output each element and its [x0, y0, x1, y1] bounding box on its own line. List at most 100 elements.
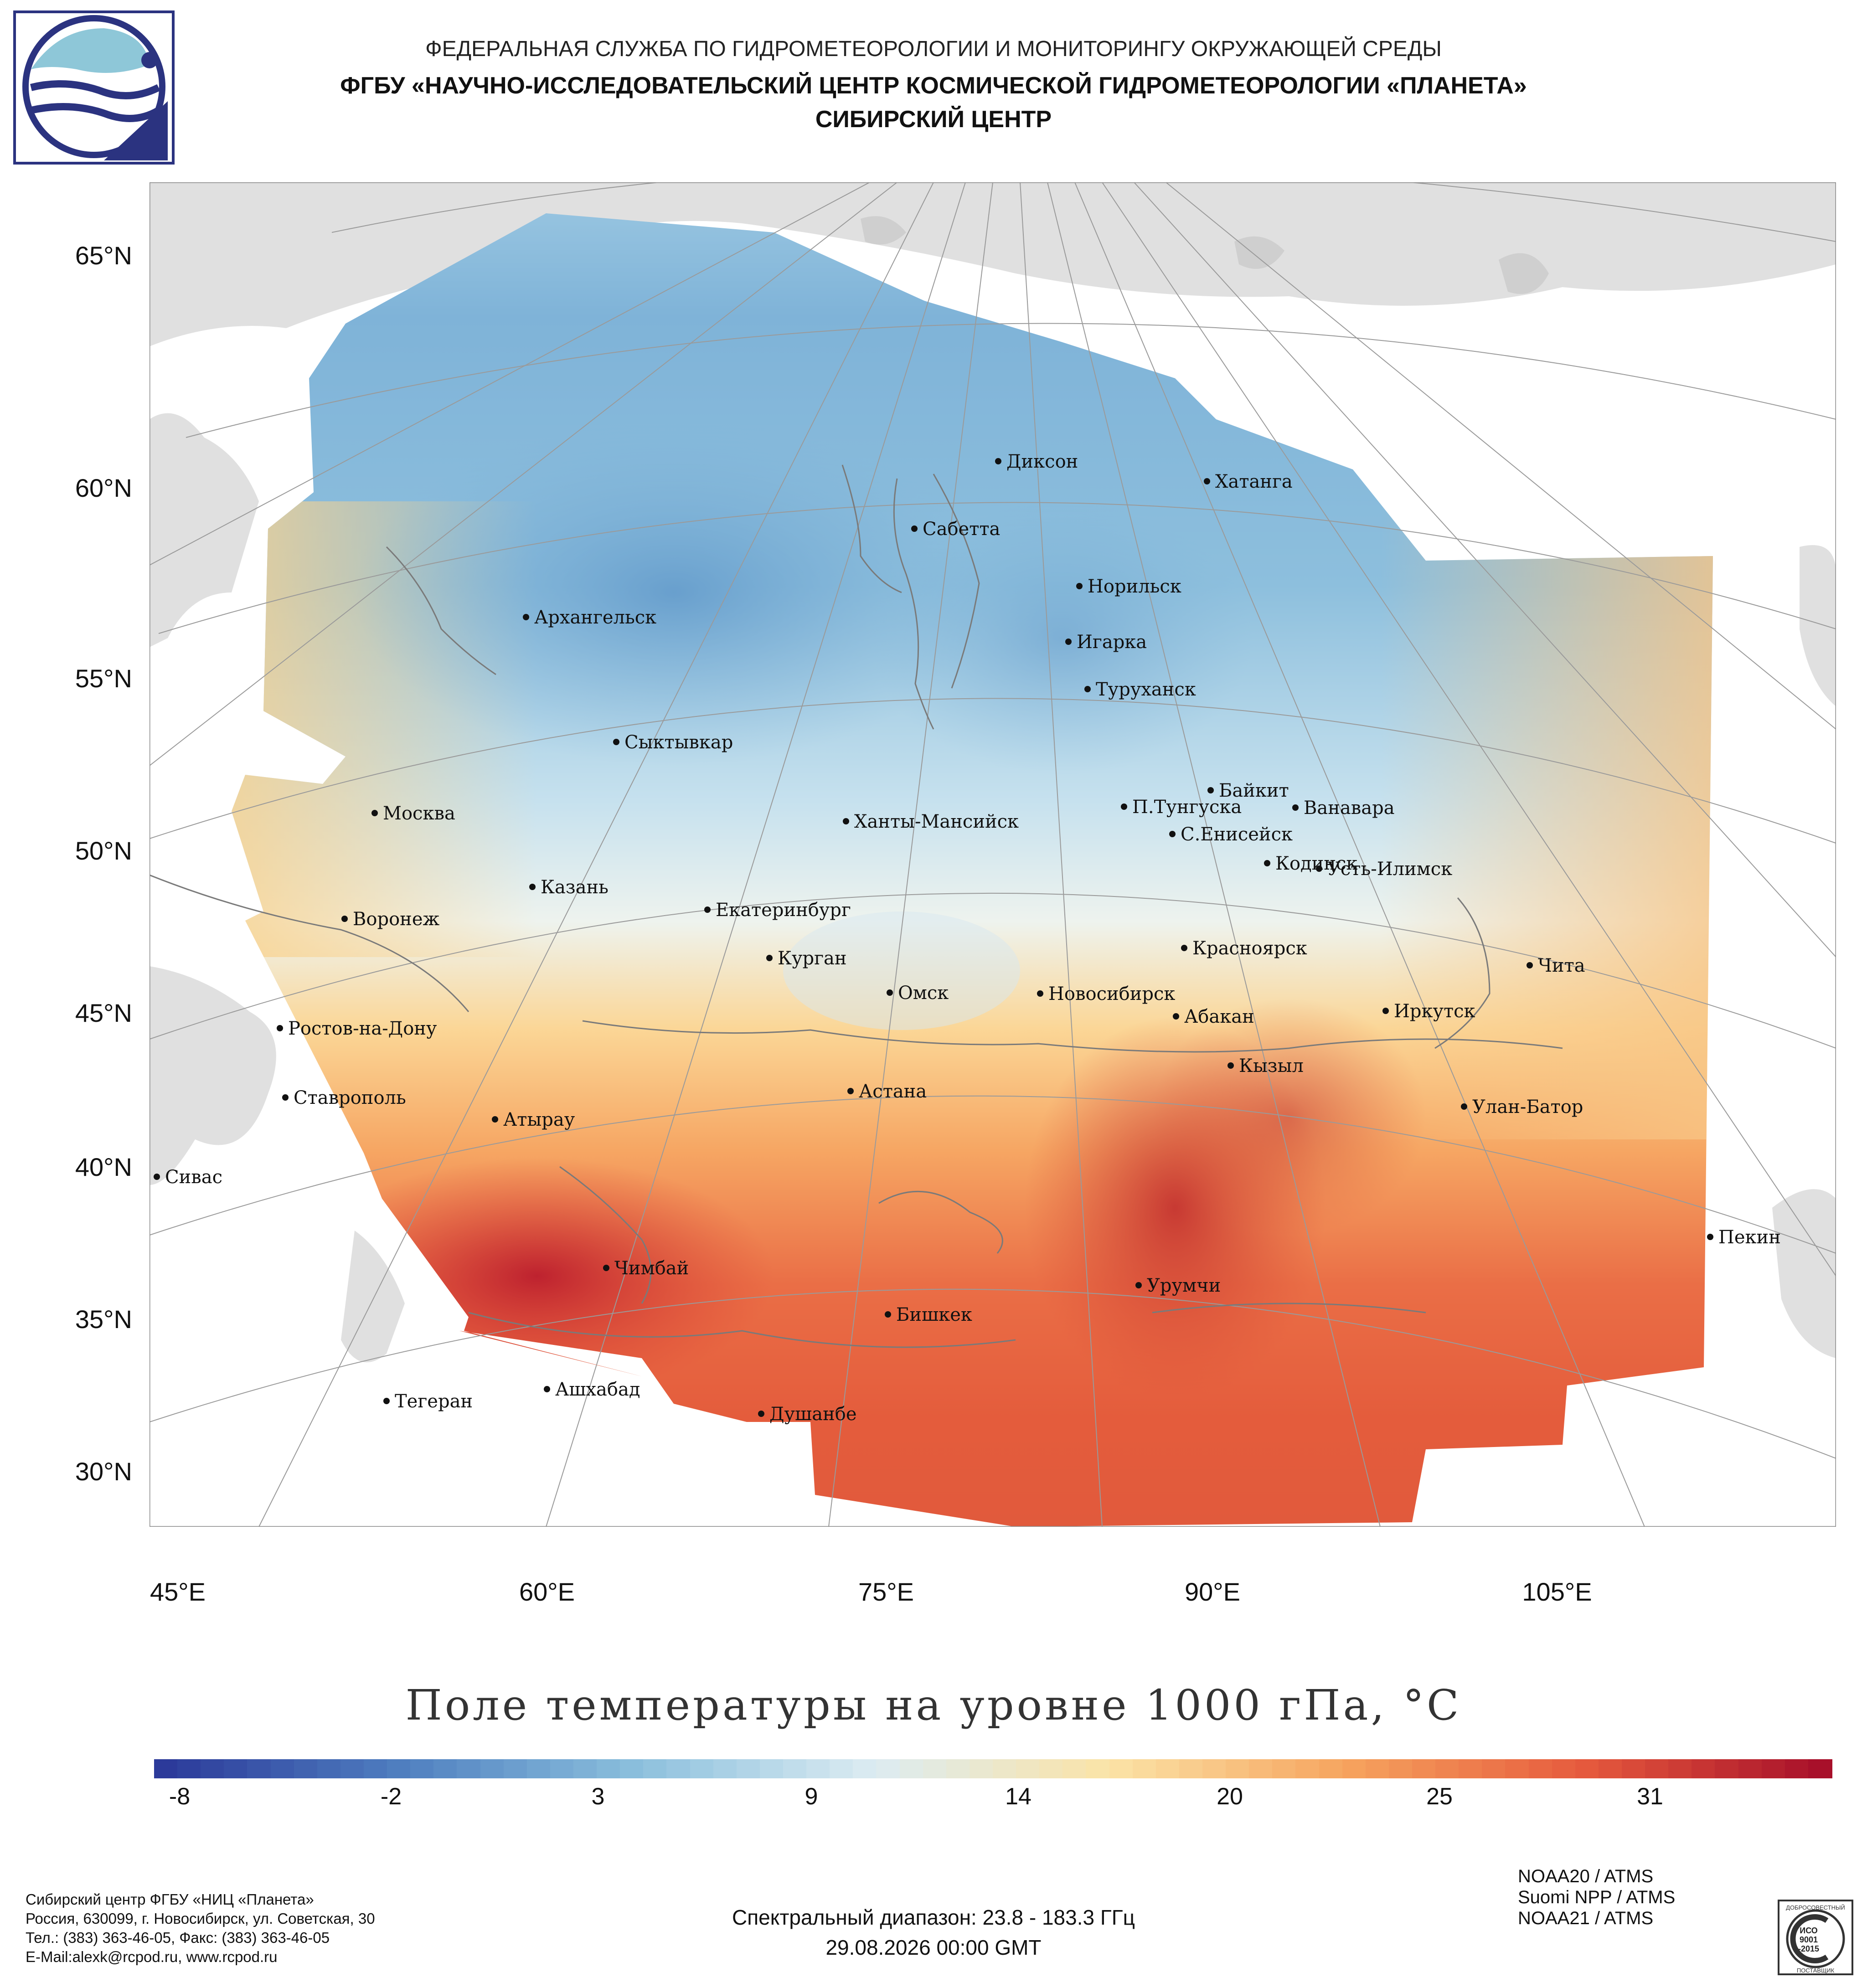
city-label: Новосибирск: [1048, 984, 1175, 1004]
colorbar-segment: [1598, 1759, 1623, 1778]
lon-label: 75°E: [858, 1577, 914, 1606]
city-label: П.Тунгуска: [1132, 797, 1242, 818]
colorbar-segment: [1179, 1759, 1203, 1778]
city-label: Астана: [859, 1081, 927, 1102]
city-marker: Курган: [766, 948, 847, 969]
colorbar-segment: [480, 1759, 505, 1778]
city-dot: [1121, 803, 1127, 810]
city-label: Ханты-Мансийск: [854, 811, 1019, 832]
city-dot: [843, 818, 849, 824]
city-marker: Сыктывкар: [613, 732, 733, 753]
colorbar-segment: [1738, 1759, 1763, 1778]
city-marker: Кызыл: [1227, 1056, 1304, 1076]
city-label: Курган: [778, 948, 847, 969]
colorbar-segment: [1365, 1759, 1390, 1778]
colorbar-segment: [364, 1759, 388, 1778]
colorbar-segment: [317, 1759, 341, 1778]
city-dot: [1382, 1008, 1389, 1014]
city-dot: [613, 739, 619, 745]
city-marker: Екатеринбург: [704, 900, 851, 921]
colorbar-segment: [201, 1759, 225, 1778]
colorbar-segment: [294, 1759, 318, 1778]
city-label: Сыктывкар: [624, 732, 733, 753]
footer-email: E-Mail:alexk@rcpod.ru, www.rcpod.ru: [26, 1948, 278, 1965]
colorbar-segment: [1249, 1759, 1274, 1778]
lat-label: 35°N: [75, 1305, 132, 1334]
city-marker: Новосибирск: [1037, 984, 1175, 1004]
colorbar-tick: 25: [1426, 1783, 1453, 1810]
city-dot: [1527, 962, 1533, 968]
city-markers: Диксон Хатанга Сабетта Норильск Архангельск И…: [154, 451, 1781, 1425]
sensor-list: NOAA20 / ATMS Suomi NPP / ATMS NOAA21 / …: [1518, 1866, 1675, 1929]
colorbar-segment: [526, 1759, 551, 1778]
city-label: Чита: [1538, 955, 1585, 976]
colorbar-segment: [224, 1759, 248, 1778]
city-label: Норильск: [1088, 576, 1181, 597]
iso-seal-text: ИСО: [1800, 1926, 1818, 1935]
city-dot: [154, 1174, 160, 1180]
sensor-item: NOAA21 / ATMS: [1518, 1908, 1654, 1928]
colorbar-segment: [1435, 1759, 1460, 1778]
city-marker: Пекин: [1707, 1227, 1781, 1248]
colorbar-segment: [876, 1759, 901, 1778]
colorbar-segment: [1505, 1759, 1530, 1778]
city-marker: Атырау: [492, 1109, 575, 1130]
colorbar-segment: [1692, 1759, 1716, 1778]
city-marker: Ставрополь: [282, 1087, 406, 1108]
colorbar-tick: 3: [591, 1783, 605, 1810]
iso-seal-text: 9001: [1800, 1935, 1818, 1944]
city-label: Атырау: [503, 1109, 575, 1130]
city-dot: [277, 1025, 283, 1031]
colorbar-segment: [1482, 1759, 1506, 1778]
colorbar-segment: [1761, 1759, 1786, 1778]
city-label: Ставрополь: [294, 1087, 406, 1108]
city-dot: [1173, 1013, 1179, 1020]
colorbar-segment: [1808, 1759, 1832, 1778]
city-label: Туруханск: [1096, 679, 1196, 700]
city-marker: Архангельск: [523, 607, 656, 628]
colorbar-tick: 20: [1217, 1783, 1243, 1810]
city-dot: [1181, 945, 1187, 951]
city-label: Бишкек: [896, 1304, 972, 1325]
city-dot: [544, 1386, 550, 1392]
colorbar-segment: [177, 1759, 202, 1778]
city-label: Улан-Батор: [1472, 1097, 1583, 1118]
colorbar-segment: [1132, 1759, 1157, 1778]
city-marker: Ашхабад: [544, 1379, 640, 1400]
city-marker: П.Тунгуска: [1121, 797, 1242, 818]
city-dot: [887, 989, 893, 996]
colorbar-segment: [759, 1759, 784, 1778]
city-label: Красноярск: [1192, 938, 1307, 959]
city-dot: [1227, 1062, 1234, 1069]
city-label: Кызыл: [1239, 1056, 1304, 1076]
colorbar-segment: [550, 1759, 574, 1778]
lat-label: 50°N: [75, 836, 132, 865]
city-label: Москва: [383, 803, 455, 824]
city-marker: Иркутск: [1382, 1001, 1475, 1022]
lon-label: 105°E: [1522, 1577, 1592, 1606]
footer-address: Россия, 630099, г. Новосибирск, ул. Сове…: [26, 1910, 375, 1927]
city-label: Ростов-на-Дону: [288, 1018, 437, 1039]
colorbar-segment: [1109, 1759, 1134, 1778]
lon-label: 60°E: [519, 1577, 575, 1606]
city-label: Ашхабад: [555, 1379, 640, 1400]
city-marker: Душанбе: [758, 1404, 857, 1425]
colorbar-segment: [1016, 1759, 1041, 1778]
lat-label: 30°N: [75, 1457, 132, 1486]
city-label: Усть-Илимск: [1327, 859, 1452, 880]
colorbar-segment: [1086, 1759, 1110, 1778]
iso-certificate-seal-icon: ДОБРОСОВЕСТНЫЙ ИСО 9001 -2015 ПОСТАВЩИК: [1778, 1900, 1853, 1975]
city-marker: Норильск: [1076, 576, 1181, 597]
city-marker: Байкит: [1207, 780, 1289, 801]
city-label: Душанбе: [769, 1404, 857, 1425]
colorbar-segment: [457, 1759, 481, 1778]
colorbar-segment: [923, 1759, 947, 1778]
colorbar-segment: [1412, 1759, 1436, 1778]
city-label: Хатанга: [1215, 471, 1293, 492]
colorbar-segment: [969, 1759, 994, 1778]
colorbar-segment: [503, 1759, 528, 1778]
city-marker: Тегеран: [383, 1391, 473, 1412]
colorbar-segment: [1342, 1759, 1367, 1778]
city-label: С.Енисейск: [1181, 824, 1293, 845]
city-label: Кодинск: [1275, 853, 1357, 874]
